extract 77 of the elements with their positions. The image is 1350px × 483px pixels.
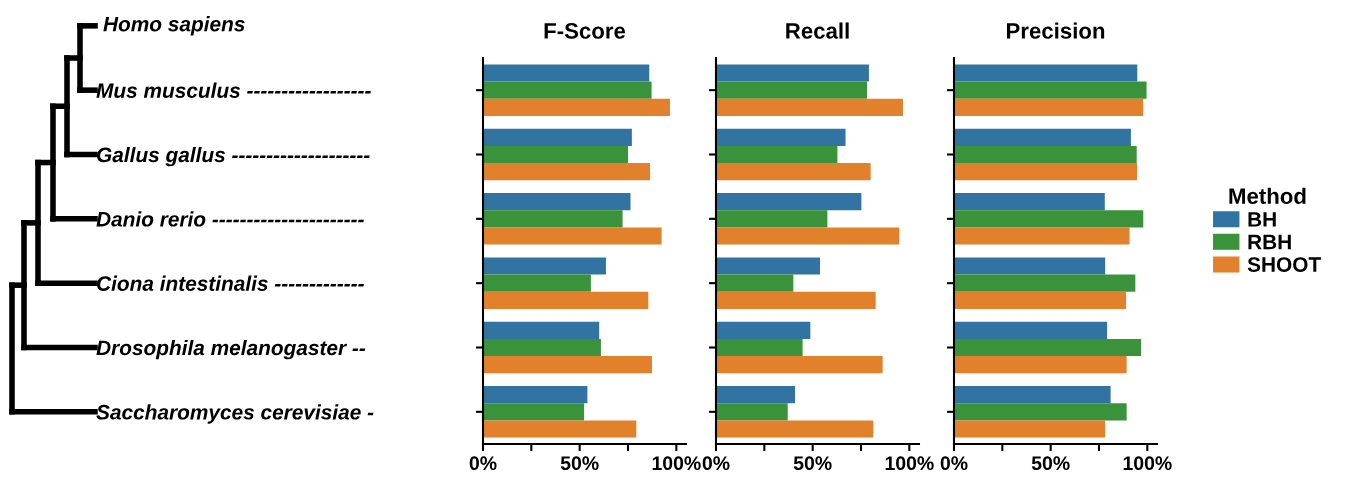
bar <box>483 321 600 339</box>
bar <box>716 403 788 421</box>
y-tick-label: Ciona intestinalis ------------- <box>97 275 364 291</box>
bar <box>483 145 628 164</box>
bar <box>716 210 828 228</box>
y-tick-label: Danio rerio ---------------------- <box>96 211 364 227</box>
bar <box>483 403 585 421</box>
x-tick-label: 100% <box>885 456 934 471</box>
bar <box>716 64 869 82</box>
bar <box>716 163 871 181</box>
bar <box>716 145 838 164</box>
text: Homo sapiens <box>103 16 245 36</box>
bar <box>483 128 632 146</box>
x-tick-label: 0% <box>940 456 968 471</box>
bar <box>716 98 903 116</box>
bar <box>483 420 637 438</box>
bar <box>954 145 1137 164</box>
bar <box>483 291 649 309</box>
bar <box>954 81 1147 99</box>
y-tick-label: Saccharomyces cerevisiae - <box>96 404 374 424</box>
bar <box>483 356 652 374</box>
bar <box>483 64 650 82</box>
bar <box>483 257 606 275</box>
bar <box>954 420 1106 438</box>
bar <box>716 356 883 374</box>
x-tick-label: 0% <box>469 456 497 471</box>
bar <box>954 403 1127 421</box>
x-tick-label: 50% <box>793 456 832 471</box>
bar <box>954 64 1138 82</box>
bar <box>483 210 623 228</box>
bar <box>954 163 1138 181</box>
bar <box>716 128 846 146</box>
bar <box>483 163 651 181</box>
bar <box>716 81 867 99</box>
bar <box>483 386 588 404</box>
bar <box>716 386 796 404</box>
bar <box>954 98 1144 116</box>
chart-title: F-Score <box>544 23 626 39</box>
bar <box>716 321 811 339</box>
bar <box>483 338 601 357</box>
x-tick-label: 0% <box>702 456 730 471</box>
bar <box>716 291 876 309</box>
bar <box>483 227 662 245</box>
bar <box>716 227 900 245</box>
legend-title: Method <box>1229 187 1306 204</box>
bar <box>483 98 670 116</box>
chart-title: Precision <box>1006 22 1105 39</box>
bar <box>716 193 862 211</box>
bar <box>954 193 1105 211</box>
bar <box>954 128 1131 146</box>
legend-label: SHOOT <box>1247 257 1321 272</box>
bar <box>954 321 1108 339</box>
bar <box>954 274 1136 292</box>
bar <box>954 356 1127 374</box>
x-tick-label: 100% <box>652 456 701 471</box>
bar <box>954 338 1142 357</box>
bar <box>954 257 1106 275</box>
legend-label: BH <box>1248 212 1276 227</box>
x-tick-label: 50% <box>560 456 599 471</box>
bar <box>716 274 794 292</box>
y-tick-label: Drosophila melanogaster -- <box>96 339 366 360</box>
x-tick-label: 50% <box>1031 456 1070 471</box>
bar <box>483 193 631 211</box>
bar <box>954 386 1111 404</box>
legend-label: RBH <box>1248 234 1291 250</box>
bar <box>954 227 1130 245</box>
bar <box>716 420 874 438</box>
y-tick-label: Mus musculus ------------------ <box>96 82 371 98</box>
y-tick-label: Gallus gallus -------------------- <box>97 146 370 167</box>
bar <box>716 257 821 275</box>
bar <box>954 291 1127 309</box>
chart-title: Recall <box>786 22 849 39</box>
bar <box>954 210 1144 228</box>
x-tick-label: 100% <box>1123 456 1172 471</box>
bar <box>483 274 591 292</box>
bar <box>716 338 803 357</box>
bar <box>483 81 652 99</box>
